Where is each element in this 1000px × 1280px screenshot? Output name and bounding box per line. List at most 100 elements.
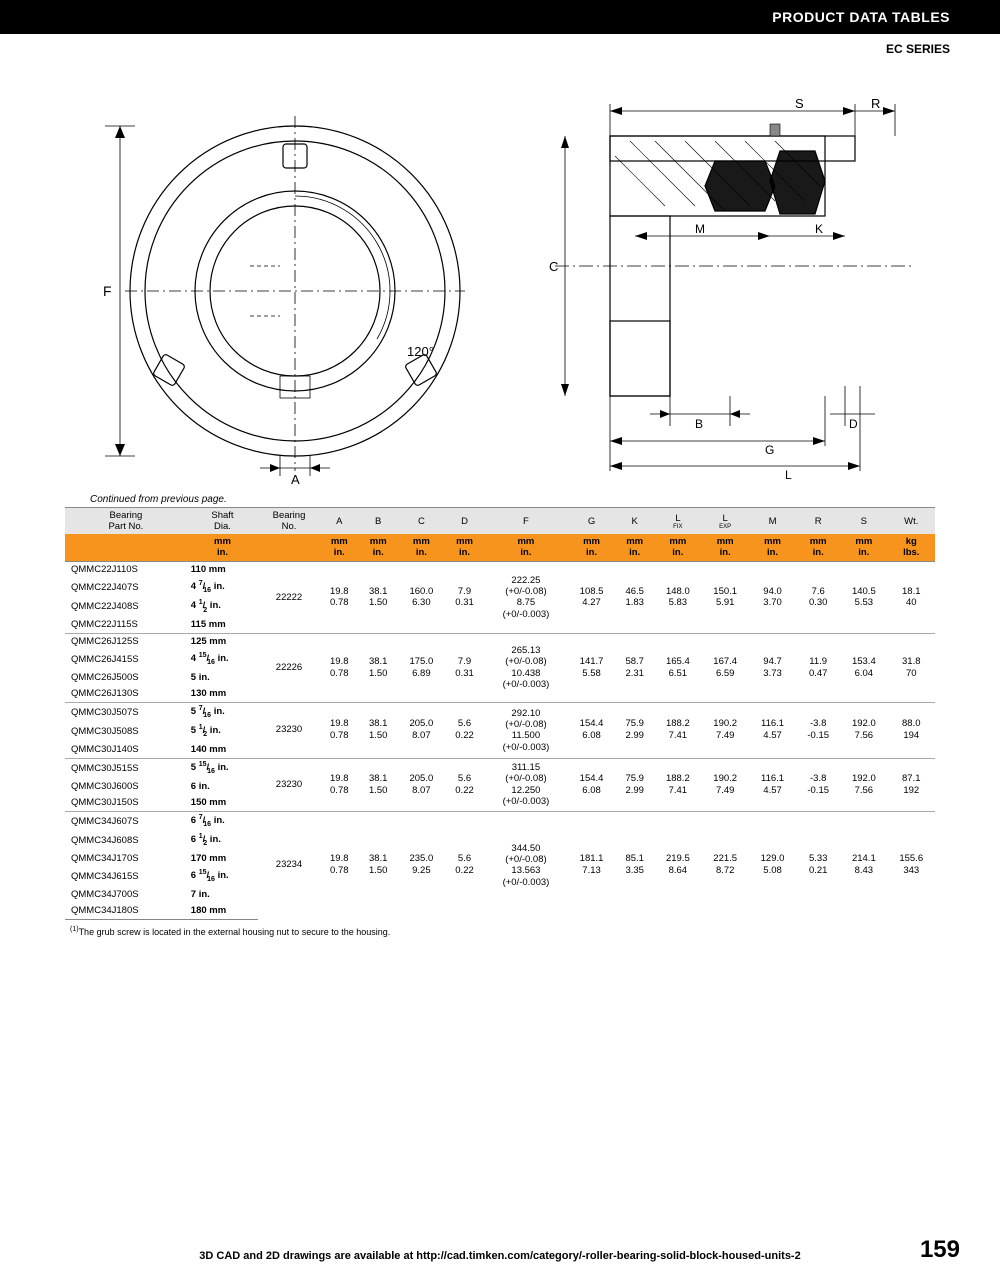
table-head: BearingPart No.ShaftDia.BearingNo.ABCDFG…: [65, 508, 935, 562]
value-cell: 222.25(+0/-0.08)8.75(+0/-0.003): [484, 561, 568, 633]
dim-K: K: [815, 222, 823, 236]
value-cell: 94.73.73: [749, 634, 796, 702]
footnote: (1)The grub screw is located in the exte…: [70, 926, 1000, 937]
dim-angle: 120°: [407, 344, 434, 359]
value-cell: 108.54.27: [568, 561, 615, 633]
dim-B: B: [695, 417, 703, 431]
col-header: R: [796, 508, 840, 535]
dim-D: D: [849, 417, 858, 431]
value-cell: 7.90.31: [445, 561, 484, 633]
bearing-no: 22226: [258, 634, 320, 702]
col-header: K: [615, 508, 654, 535]
value-cell: 116.14.57: [749, 759, 796, 812]
dim-A: A: [291, 472, 300, 486]
value-cell: 87.1192: [888, 759, 935, 812]
part-no: QMMC34J615S: [65, 867, 187, 887]
page-number: 159: [920, 1236, 960, 1264]
col-unit: mmin.: [187, 534, 258, 561]
value-cell: 311.15(+0/-0.08)12.250(+0/-0.003): [484, 759, 568, 812]
dim-M: M: [695, 222, 705, 236]
value-cell: 192.07.56: [840, 702, 887, 758]
value-cell: 154.46.08: [568, 759, 615, 812]
shaft-dia: 6 7/16 in.: [187, 811, 258, 831]
value-cell: 46.51.83: [615, 561, 654, 633]
bearing-no: 23230: [258, 702, 320, 758]
col-unit: mmin.: [840, 534, 887, 561]
col-header: BearingNo.: [258, 508, 320, 535]
value-cell: 235.09.25: [398, 811, 445, 919]
table-body: QMMC22J110S110 mm2222219.80.7838.11.5016…: [65, 561, 935, 919]
value-cell: 292.10(+0/-0.08)11.500(+0/-0.003): [484, 702, 568, 758]
col-unit: mmin.: [320, 534, 359, 561]
col-header: M: [749, 508, 796, 535]
col-unit: mmin.: [359, 534, 398, 561]
value-cell: 38.11.50: [359, 759, 398, 812]
value-cell: 205.08.07: [398, 702, 445, 758]
shaft-dia: 150 mm: [187, 795, 258, 811]
dim-F: F: [103, 283, 112, 299]
part-no: QMMC22J115S: [65, 617, 187, 633]
col-header: D: [445, 508, 484, 535]
value-cell: 58.72.31: [615, 634, 654, 702]
shaft-dia: 5 1/2 in.: [187, 722, 258, 742]
value-cell: 219.58.64: [654, 811, 701, 919]
value-cell: 175.06.89: [398, 634, 445, 702]
part-no: QMMC26J500S: [65, 670, 187, 686]
part-no: QMMC22J407S: [65, 578, 187, 598]
shaft-dia: 5 15/16 in.: [187, 759, 258, 779]
shaft-dia: 115 mm: [187, 617, 258, 633]
part-no: QMMC30J515S: [65, 759, 187, 779]
col-header: BearingPart No.: [65, 508, 187, 535]
data-table: BearingPart No.ShaftDia.BearingNo.ABCDFG…: [65, 507, 935, 920]
shaft-dia: 125 mm: [187, 634, 258, 650]
shaft-dia: 130 mm: [187, 686, 258, 702]
value-cell: 192.07.56: [840, 759, 887, 812]
shaft-dia: 7 in.: [187, 887, 258, 903]
value-cell: 181.17.13: [568, 811, 615, 919]
footer: 3D CAD and 2D drawings are available at …: [0, 1250, 1000, 1262]
value-cell: 265.13(+0/-0.08)10.438(+0/-0.003): [484, 634, 568, 702]
col-header: LEXP: [702, 508, 749, 535]
drawing-front: F 120°: [65, 96, 485, 486]
shaft-dia: 180 mm: [187, 903, 258, 919]
dim-C: C: [549, 259, 558, 274]
part-no: QMMC26J125S: [65, 634, 187, 650]
value-cell: 7.60.30: [796, 561, 840, 633]
col-unit: mmin.: [484, 534, 568, 561]
value-cell: 150.15.91: [702, 561, 749, 633]
drawing-side: S R C: [515, 96, 935, 486]
value-cell: 188.27.41: [654, 759, 701, 812]
col-unit: mmin.: [749, 534, 796, 561]
part-no: QMMC22J110S: [65, 561, 187, 577]
value-cell: 5.60.22: [445, 702, 484, 758]
value-cell: 19.80.78: [320, 702, 359, 758]
value-cell: 11.90.47: [796, 634, 840, 702]
value-cell: 38.11.50: [359, 634, 398, 702]
value-cell: 140.55.53: [840, 561, 887, 633]
footer-note: 3D CAD and 2D drawings are available at …: [199, 1250, 800, 1262]
value-cell: 188.27.41: [654, 702, 701, 758]
value-cell: 148.05.83: [654, 561, 701, 633]
col-header: LFIX: [654, 508, 701, 535]
value-cell: -3.8-0.15: [796, 702, 840, 758]
drawings: F 120°: [40, 96, 960, 486]
value-cell: 5.330.21: [796, 811, 840, 919]
col-unit: mmin.: [398, 534, 445, 561]
shaft-dia: 4 15/16 in.: [187, 650, 258, 670]
value-cell: 31.870: [888, 634, 935, 702]
col-unit: mmin.: [654, 534, 701, 561]
shaft-dia: 6 15/16 in.: [187, 867, 258, 887]
bearing-no: 22222: [258, 561, 320, 633]
header-black: PRODUCT DATA TABLES: [0, 0, 1000, 34]
part-no: QMMC30J507S: [65, 702, 187, 722]
part-no: QMMC30J150S: [65, 795, 187, 811]
value-cell: 190.27.49: [702, 702, 749, 758]
col-header: S: [840, 508, 887, 535]
part-no: QMMC34J607S: [65, 811, 187, 831]
col-header: Wt.: [888, 508, 935, 535]
continued-note: Continued from previous page.: [90, 494, 1000, 505]
value-cell: 18.140: [888, 561, 935, 633]
value-cell: 38.11.50: [359, 561, 398, 633]
part-no: QMMC26J130S: [65, 686, 187, 702]
col-unit: [258, 534, 320, 561]
